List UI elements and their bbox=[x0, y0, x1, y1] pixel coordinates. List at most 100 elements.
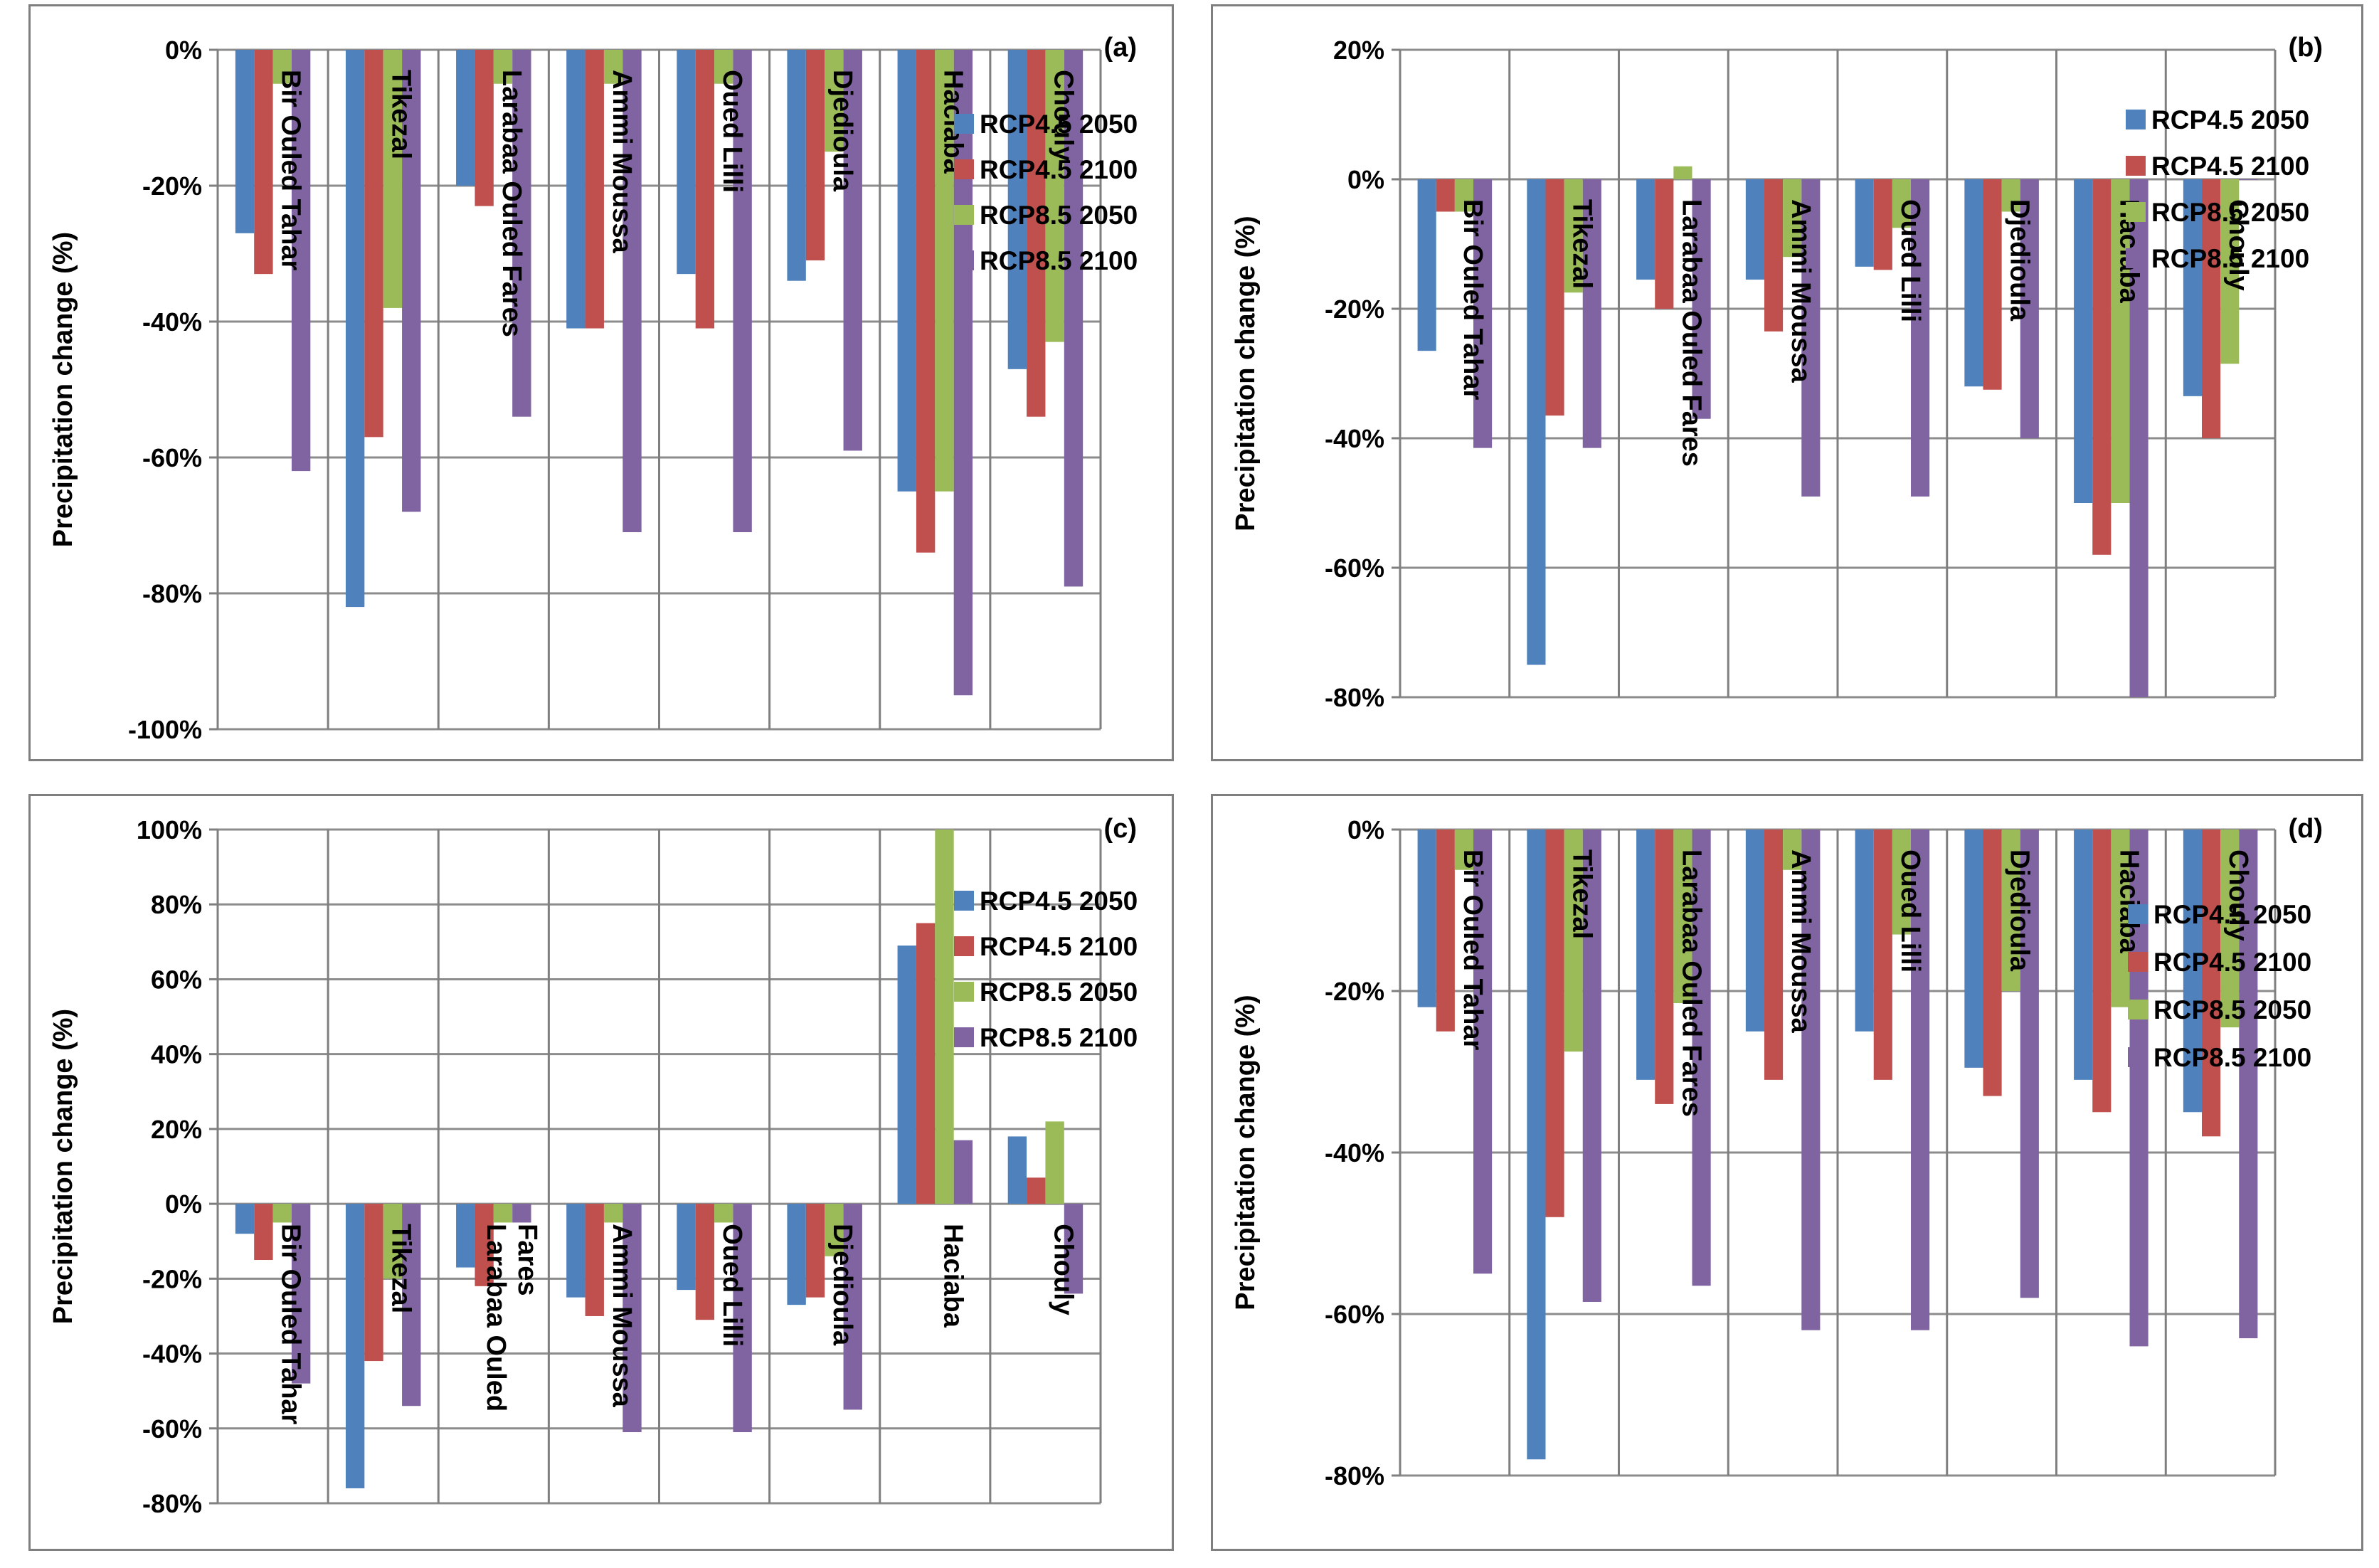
bar bbox=[1436, 830, 1455, 1032]
category-label: Larabaa Ouled Fares bbox=[497, 70, 526, 337]
y-tick-label: -20% bbox=[142, 171, 202, 201]
bar bbox=[805, 1204, 825, 1298]
bar bbox=[383, 50, 403, 308]
y-tick-label: -60% bbox=[1325, 553, 1384, 583]
y-tick-label: 40% bbox=[151, 1040, 202, 1069]
legend-label: RCP8.5 2050 bbox=[2151, 198, 2309, 227]
category-label: Bir Ouled Tahar bbox=[276, 1224, 306, 1424]
bar bbox=[935, 830, 954, 1204]
legend-label: RCP4.5 2100 bbox=[2153, 948, 2311, 977]
bar bbox=[1527, 179, 1546, 665]
y-tick-label: -60% bbox=[142, 443, 202, 472]
bar bbox=[1636, 830, 1655, 1080]
legend-label: RCP4.5 2100 bbox=[980, 155, 1138, 184]
bar bbox=[603, 1204, 623, 1223]
legend-label: RCP8.5 2050 bbox=[2153, 995, 2311, 1024]
bar bbox=[2092, 179, 2112, 555]
legend-swatch bbox=[2128, 1000, 2148, 1019]
category-label: Oued Lilli bbox=[717, 70, 747, 193]
category-label: Djedioula bbox=[827, 1224, 857, 1346]
legend-swatch bbox=[954, 250, 974, 270]
bar bbox=[714, 1204, 733, 1223]
bar bbox=[1801, 830, 1821, 1330]
bar bbox=[622, 50, 642, 533]
bar bbox=[254, 50, 273, 275]
legend-swatch bbox=[2128, 1047, 2148, 1067]
y-tick-label: 0% bbox=[165, 36, 202, 65]
bar bbox=[1801, 179, 1821, 497]
bar bbox=[1655, 830, 1674, 1104]
bar bbox=[1764, 830, 1784, 1080]
y-axis-title: Precipitation change (%) bbox=[48, 232, 78, 547]
legend-swatch bbox=[954, 205, 974, 225]
bar bbox=[1855, 179, 1874, 267]
legend-label: RCP8.5 2100 bbox=[980, 1023, 1138, 1052]
legend-swatch bbox=[2128, 952, 2148, 972]
category-label: Haciaba bbox=[938, 1224, 968, 1328]
y-tick-label: -60% bbox=[1325, 1300, 1384, 1329]
bar bbox=[1527, 830, 1546, 1460]
bar bbox=[603, 50, 623, 84]
bar bbox=[825, 1204, 844, 1256]
bar bbox=[2239, 179, 2258, 180]
y-tick-label: 80% bbox=[151, 890, 202, 919]
y-tick-label: -40% bbox=[142, 307, 202, 337]
bar bbox=[1855, 830, 1874, 1032]
chart-a-svg: 0% -20% -40% -60% -80% -100% Bir Ouled Tahar Ti… bbox=[48, 33, 1138, 744]
bar bbox=[1983, 179, 2002, 390]
y-tick-label: -80% bbox=[142, 1489, 202, 1518]
bar bbox=[2239, 830, 2258, 1339]
bar bbox=[1545, 830, 1564, 1217]
category-label: Oued Lilli bbox=[717, 1224, 747, 1347]
bar bbox=[733, 1204, 752, 1433]
bar bbox=[402, 50, 421, 512]
legend-label: RCP4.5 2050 bbox=[980, 110, 1138, 139]
y-tick-label: 0% bbox=[165, 1190, 202, 1219]
bar bbox=[2201, 179, 2221, 438]
bar bbox=[2092, 830, 2112, 1113]
bar bbox=[475, 50, 494, 206]
legend-swatch bbox=[2128, 904, 2148, 924]
bar bbox=[1564, 830, 1583, 1052]
bar bbox=[456, 1204, 475, 1268]
category-label: Fares bbox=[512, 1224, 542, 1296]
bar bbox=[1636, 179, 1655, 280]
bar bbox=[1983, 830, 2002, 1096]
bar bbox=[714, 50, 733, 84]
bar bbox=[291, 50, 311, 472]
bar bbox=[2001, 830, 2020, 991]
legend-label: RCP4.5 2100 bbox=[2151, 152, 2309, 181]
bar bbox=[2020, 830, 2039, 1298]
bar bbox=[2111, 830, 2130, 1007]
bar bbox=[1764, 179, 1784, 332]
y-tick-label: 0% bbox=[1347, 165, 1384, 194]
panel-label: (a) bbox=[1104, 33, 1137, 63]
legend-label: RCP4.5 2050 bbox=[980, 886, 1138, 916]
bar bbox=[235, 1204, 255, 1234]
category-label: Bir Ouled Tahar bbox=[1458, 849, 1488, 1050]
bar bbox=[272, 50, 292, 84]
bar bbox=[1007, 1136, 1027, 1204]
bar bbox=[1673, 166, 1692, 179]
bar bbox=[2074, 830, 2093, 1080]
bar bbox=[1045, 50, 1064, 342]
bar bbox=[695, 1204, 715, 1320]
y-tick-label: -80% bbox=[1325, 683, 1384, 712]
bar bbox=[1964, 830, 1983, 1068]
panel-label: (c) bbox=[1104, 814, 1137, 844]
y-tick-label: -80% bbox=[142, 579, 202, 608]
bar bbox=[916, 923, 936, 1204]
y-tick-label: 20% bbox=[151, 1115, 202, 1144]
bar bbox=[677, 50, 696, 275]
chart-panel-c: 100% 80% 60% 40% 20% 0% -20% -40% -60% -80% Bir Ou… bbox=[28, 794, 1174, 1551]
bar bbox=[1892, 830, 1912, 935]
category-label: Chouly bbox=[2223, 199, 2253, 291]
bar bbox=[1564, 179, 1583, 293]
category-label: Chouly bbox=[1048, 1224, 1078, 1315]
bar bbox=[1436, 179, 1455, 212]
y-tick-label: 0% bbox=[1347, 815, 1384, 844]
category-label: Djedioula bbox=[827, 70, 857, 192]
bar bbox=[2183, 179, 2202, 396]
bar bbox=[1873, 830, 1892, 1080]
bar bbox=[825, 50, 844, 152]
